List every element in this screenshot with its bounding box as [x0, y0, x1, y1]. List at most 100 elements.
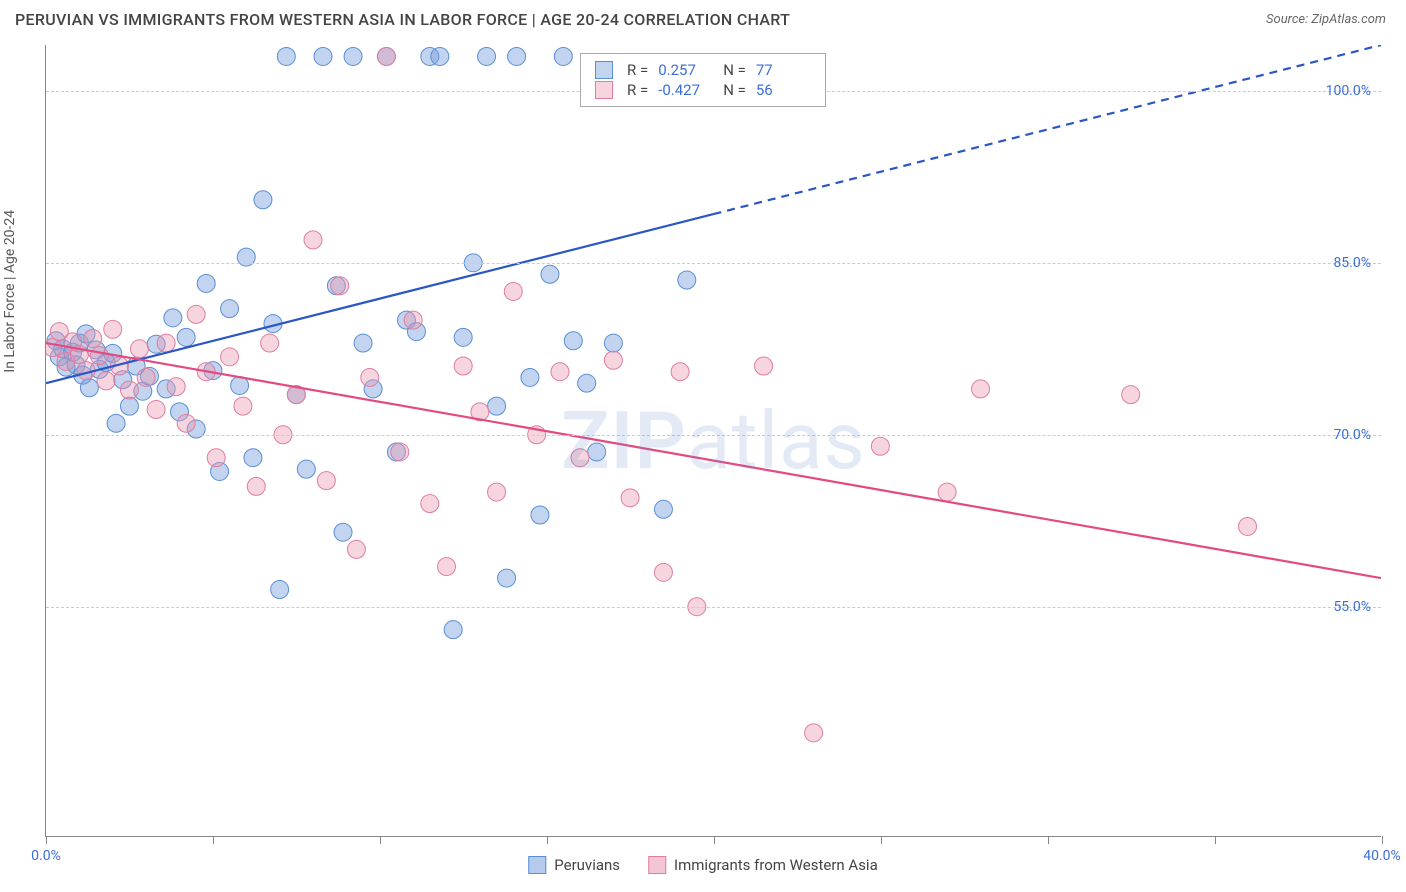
data-point — [317, 472, 335, 490]
x-tick — [380, 836, 381, 844]
data-point — [972, 380, 990, 398]
data-point — [157, 334, 175, 352]
data-point — [551, 363, 569, 381]
x-tick — [714, 836, 715, 844]
legend-item: Immigrants from Western Asia — [648, 856, 878, 874]
data-point — [377, 47, 395, 65]
data-point — [541, 265, 559, 283]
data-point — [177, 328, 195, 346]
footer-legend: Peruvians Immigrants from Western Asia — [528, 856, 877, 874]
data-point — [207, 449, 225, 467]
y-tick-label: 100.0% — [1326, 83, 1371, 99]
source-label: Source: ZipAtlas.com — [1266, 12, 1386, 27]
data-point — [254, 191, 272, 209]
data-point — [478, 47, 496, 65]
x-tick-label: 0.0% — [31, 848, 61, 864]
r-value: -0.427 — [658, 81, 713, 99]
data-point — [247, 477, 265, 495]
data-point — [244, 449, 262, 467]
data-point — [404, 311, 422, 329]
data-point — [234, 397, 252, 415]
n-value: 77 — [756, 61, 811, 79]
x-tick — [1382, 836, 1383, 844]
gridline — [46, 435, 1381, 436]
data-point — [120, 397, 138, 415]
y-tick-label: 85.0% — [1333, 255, 1371, 271]
legend-item: Peruvians — [528, 856, 620, 874]
data-point — [564, 332, 582, 350]
data-point — [304, 231, 322, 249]
data-point — [588, 443, 606, 461]
data-point — [578, 374, 596, 392]
stats-legend-box: R = 0.257 N = 77R = -0.427 N = 56 — [580, 53, 826, 107]
r-value: 0.257 — [658, 61, 713, 79]
data-point — [331, 277, 349, 295]
y-tick-label: 70.0% — [1333, 427, 1371, 443]
x-tick — [1215, 836, 1216, 844]
data-point — [454, 328, 472, 346]
x-tick — [547, 836, 548, 844]
x-tick — [1048, 836, 1049, 844]
data-point — [488, 397, 506, 415]
data-point — [104, 320, 122, 338]
data-point — [361, 368, 379, 386]
data-point — [521, 368, 539, 386]
data-point — [678, 271, 696, 289]
data-point — [147, 401, 165, 419]
data-point — [755, 357, 773, 375]
data-point — [277, 47, 295, 65]
data-point — [571, 449, 589, 467]
y-axis-label: In Labor Force | Age 20-24 — [2, 210, 18, 373]
x-tick — [46, 836, 47, 844]
r-label: R = — [627, 61, 648, 79]
data-point — [1122, 386, 1140, 404]
x-tick — [881, 836, 882, 844]
data-point — [297, 460, 315, 478]
data-point — [488, 483, 506, 501]
data-point — [504, 282, 522, 300]
chart-area: 55.0%70.0%85.0%100.0% ZIPatlas R =0.257N… — [45, 45, 1381, 837]
data-point — [107, 414, 125, 432]
chart-title: PERUVIAN VS IMMIGRANTS FROM WESTERN ASIA… — [15, 10, 790, 29]
data-point — [498, 569, 516, 587]
data-point — [347, 540, 365, 558]
data-point — [604, 351, 622, 369]
data-point — [938, 483, 956, 501]
legend-swatch — [648, 856, 666, 874]
data-point — [654, 500, 672, 518]
data-point — [391, 443, 409, 461]
data-point — [187, 305, 205, 323]
data-point — [314, 47, 332, 65]
data-point — [554, 47, 572, 65]
data-point — [454, 357, 472, 375]
data-point — [871, 437, 889, 455]
data-point — [654, 563, 672, 581]
data-point — [621, 489, 639, 507]
data-point — [531, 506, 549, 524]
data-point — [344, 47, 362, 65]
data-point — [46, 339, 62, 357]
x-tick-label: 40.0% — [1363, 848, 1401, 864]
legend-swatch — [528, 856, 546, 874]
data-point — [438, 558, 456, 576]
data-point — [97, 372, 115, 390]
data-point — [84, 329, 102, 347]
data-point — [508, 47, 526, 65]
stats-row: R = 0.257 N = 77 — [595, 60, 811, 80]
data-point — [805, 724, 823, 742]
data-point — [261, 334, 279, 352]
stats-row: R =-0.427N =56 — [595, 80, 811, 100]
data-point — [334, 523, 352, 541]
r-label: R = — [627, 81, 648, 99]
data-point — [177, 414, 195, 432]
data-point — [431, 47, 449, 65]
n-value: 56 — [756, 81, 811, 99]
x-tick — [213, 836, 214, 844]
gridline — [46, 263, 1381, 264]
data-point — [671, 363, 689, 381]
data-point — [137, 368, 155, 386]
n-label: N = — [723, 61, 746, 79]
data-point — [120, 381, 138, 399]
data-point — [1239, 517, 1257, 535]
data-point — [221, 300, 239, 318]
